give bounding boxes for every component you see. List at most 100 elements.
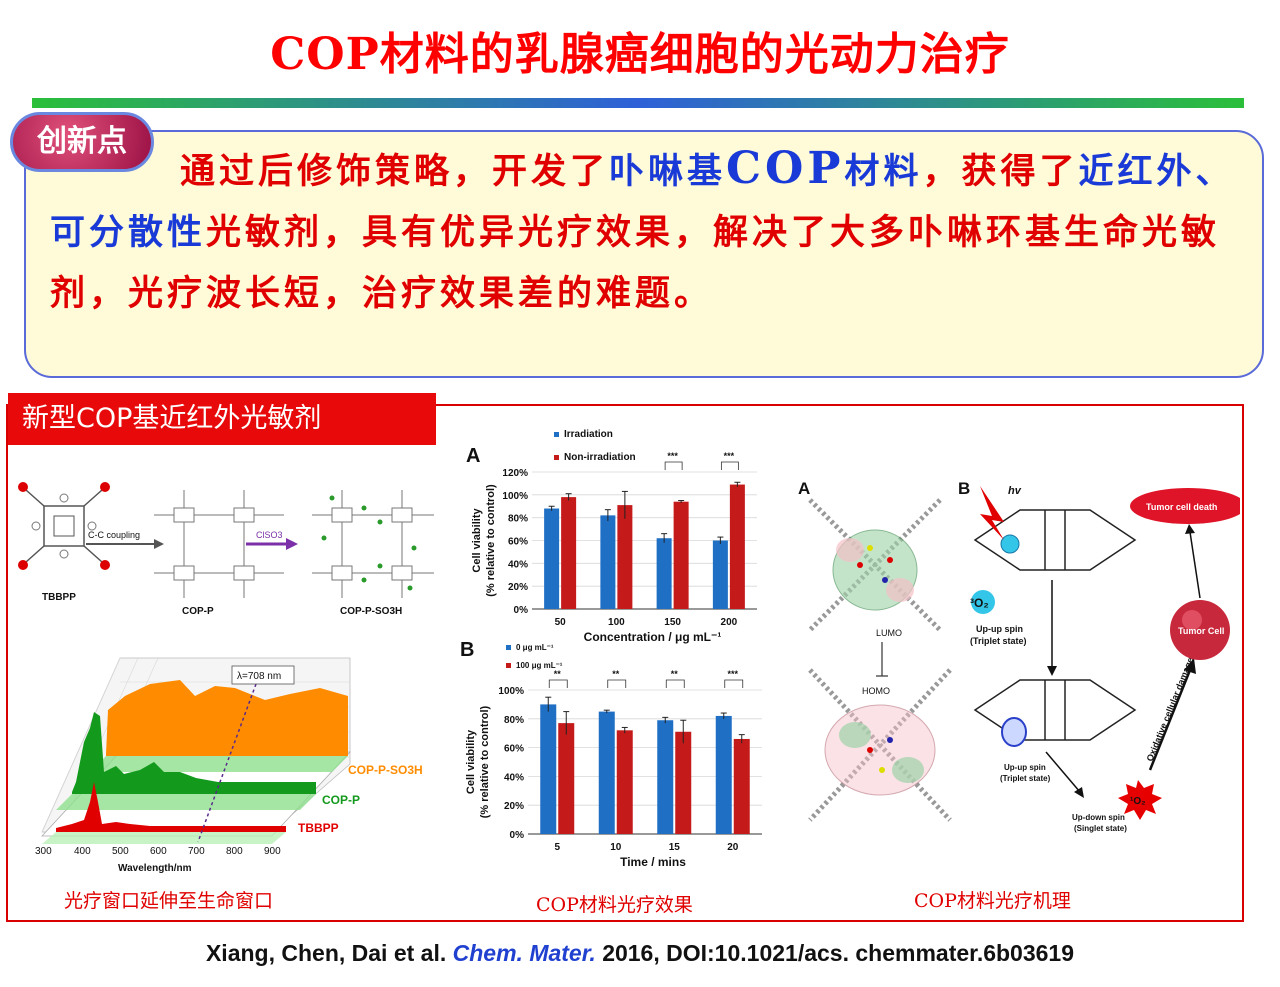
cop-p-so3h-network [312, 490, 434, 598]
citation-journal: Chem. Mater. [452, 940, 596, 966]
singlet-label: Up-down spin [1072, 813, 1125, 822]
tumor-death-label: Tumor cell death [1146, 502, 1217, 512]
xtick-700: 700 [188, 846, 205, 857]
legend-label: 100 μg mL⁻¹ [516, 661, 563, 670]
xtick-600: 600 [150, 846, 167, 857]
title-divider [32, 98, 1244, 108]
significance-label: ** [671, 669, 679, 679]
innovation-seg-0: 通过后修饰策略，开发了 [180, 151, 610, 192]
bar [561, 497, 577, 609]
figure-panel [6, 404, 1244, 922]
chart-a: A Irradiation Non-irradiation 0% 20% 40% 60% 80… [466, 429, 757, 644]
bar [544, 508, 560, 609]
y-tick-label: 40% [508, 559, 528, 570]
damage-label: Oxidative cellular damage [1145, 656, 1196, 763]
o2-singlet-label: ¹O₂ [1130, 796, 1146, 807]
x-tick-label: 20 [727, 842, 739, 853]
innovation-seg-3: 材料 [844, 151, 923, 192]
y-tick-label: 100% [502, 491, 528, 502]
label-cop-p-so3h: COP-P-SO3H [348, 763, 423, 777]
significance-bracket [665, 679, 685, 688]
homo-label: HOMO [862, 686, 890, 696]
porphyrin-1 [973, 509, 1137, 571]
bar [657, 720, 674, 834]
innovation-seg-4: ，获得了 [922, 151, 1079, 192]
tbbpp-label: TBBPP [42, 592, 76, 603]
y-axis-label: Cell viability [465, 729, 477, 794]
y-tick-label: 20% [508, 582, 528, 593]
x-tick-label: 15 [669, 842, 681, 853]
spectrum-xlabel: Wavelength/nm [118, 863, 192, 874]
innovation-badge: 创新点 [10, 112, 154, 172]
citation-rest: 2016, DOI:10.1021/acs. chemmater.6b03619 [602, 940, 1075, 966]
y-axis-label: Cell viability [471, 508, 483, 573]
significance-bracket [720, 461, 739, 470]
significance-bracket [607, 679, 627, 688]
triplet2-label: Up-up spin [1004, 763, 1046, 772]
panel-tag: 新型COP基近红外光敏剂 [8, 393, 436, 445]
innovation-box [24, 130, 1264, 378]
xtick-500: 500 [112, 846, 129, 857]
tumor-cell-label: Tumor Cell [1178, 626, 1224, 636]
bar [729, 484, 745, 609]
x-tick-label: 200 [721, 617, 738, 628]
page-title: COP材料的乳腺癌细胞的光动力治疗 [270, 29, 1010, 80]
legend-label: 0 μg mL⁻¹ [516, 643, 554, 652]
spectrum-3d: λ=708 nm COP-P-SO3H COP-P TBBPP 300 400 … [35, 657, 423, 874]
mechanism-figure: A B LUMO HOMO hv ³O₂ Up-up spin (Triplet… [798, 479, 1240, 833]
bar [673, 501, 689, 609]
triplet2b-label: (Triplet state) [1000, 774, 1051, 783]
triplet1b-label: (Triplet state) [970, 636, 1027, 646]
innovation-seg-6: 光敏剂，具有优异光疗效果，解决了大多卟啉环基生命光敏剂，光疗波长短，治疗效果差的… [50, 212, 1221, 314]
y-tick-label: 60% [504, 744, 524, 755]
x-axis-label: Concentration / μg mL⁻¹ [584, 630, 722, 644]
bar [675, 731, 692, 834]
synthesis-scheme: TBBPP C-C coupling COP-P ClSO3 COP-P-SO3… [18, 482, 434, 617]
mech-letter-b: B [958, 479, 970, 498]
cop-p-network [154, 490, 284, 598]
significance-label: *** [724, 451, 735, 461]
series-cop-p [72, 712, 316, 794]
xtick-800: 800 [226, 846, 243, 857]
x-tick-label: 10 [610, 842, 622, 853]
lumo-label: LUMO [876, 628, 902, 638]
tbbpp-molecule [18, 482, 110, 570]
chart-b: B 0 μg mL⁻¹ 100 μg mL⁻¹ 0% 20% 40% 60% 80% 100% C… [460, 639, 762, 869]
significance-label: *** [727, 669, 738, 679]
innovation-seg-5: 近红外、可分散性 [50, 151, 1235, 253]
legend-swatch [554, 455, 559, 460]
x-axis-label: Time / mins [620, 855, 686, 869]
x-tick-label: 50 [555, 617, 567, 628]
label-cop-p: COP-P [322, 793, 360, 807]
y-tick-label: 60% [508, 537, 528, 548]
xtick-400: 400 [74, 846, 91, 857]
x-tick-label: 150 [664, 617, 681, 628]
citation: Xiang, Chen, Dai et al. Chem. Mater. 201… [0, 940, 1280, 967]
y-tick-label: 120% [502, 468, 528, 479]
x-tick-label: 100 [608, 617, 625, 628]
significance-bracket [548, 679, 568, 688]
chart-letter: B [460, 639, 474, 661]
series-cop-p-so3h [106, 680, 348, 756]
significance-bracket [664, 461, 683, 470]
citation-authors: Xiang, Chen, Dai et al. [205, 940, 447, 966]
singletb-label: (Singlet state) [1074, 824, 1127, 833]
bar [616, 730, 633, 834]
bar [600, 515, 616, 609]
lumo-structure [808, 498, 942, 632]
bar [733, 738, 750, 834]
legend-label: Irradiation [564, 429, 613, 440]
mech-letter-a: A [798, 479, 810, 498]
significance-label: ** [554, 669, 562, 679]
y-tick-label: 20% [504, 801, 524, 812]
cop-p-label: COP-P [182, 606, 214, 617]
step1-label: C-C coupling [88, 530, 140, 540]
porphyrin-2 [973, 679, 1137, 741]
significance-label: ** [612, 669, 620, 679]
y-axis-label-2: (% relative to control) [485, 484, 497, 597]
y-tick-label: 40% [504, 772, 524, 783]
innovation-text: 通过后修饰策略，开发了卟啉基COP材料，获得了近红外、可分散性光敏剂，具有优异光… [50, 138, 1240, 324]
xtick-900: 900 [264, 846, 281, 857]
legend-label: Non-irradiation [564, 452, 636, 463]
tumor-death-cloud [1130, 488, 1240, 524]
